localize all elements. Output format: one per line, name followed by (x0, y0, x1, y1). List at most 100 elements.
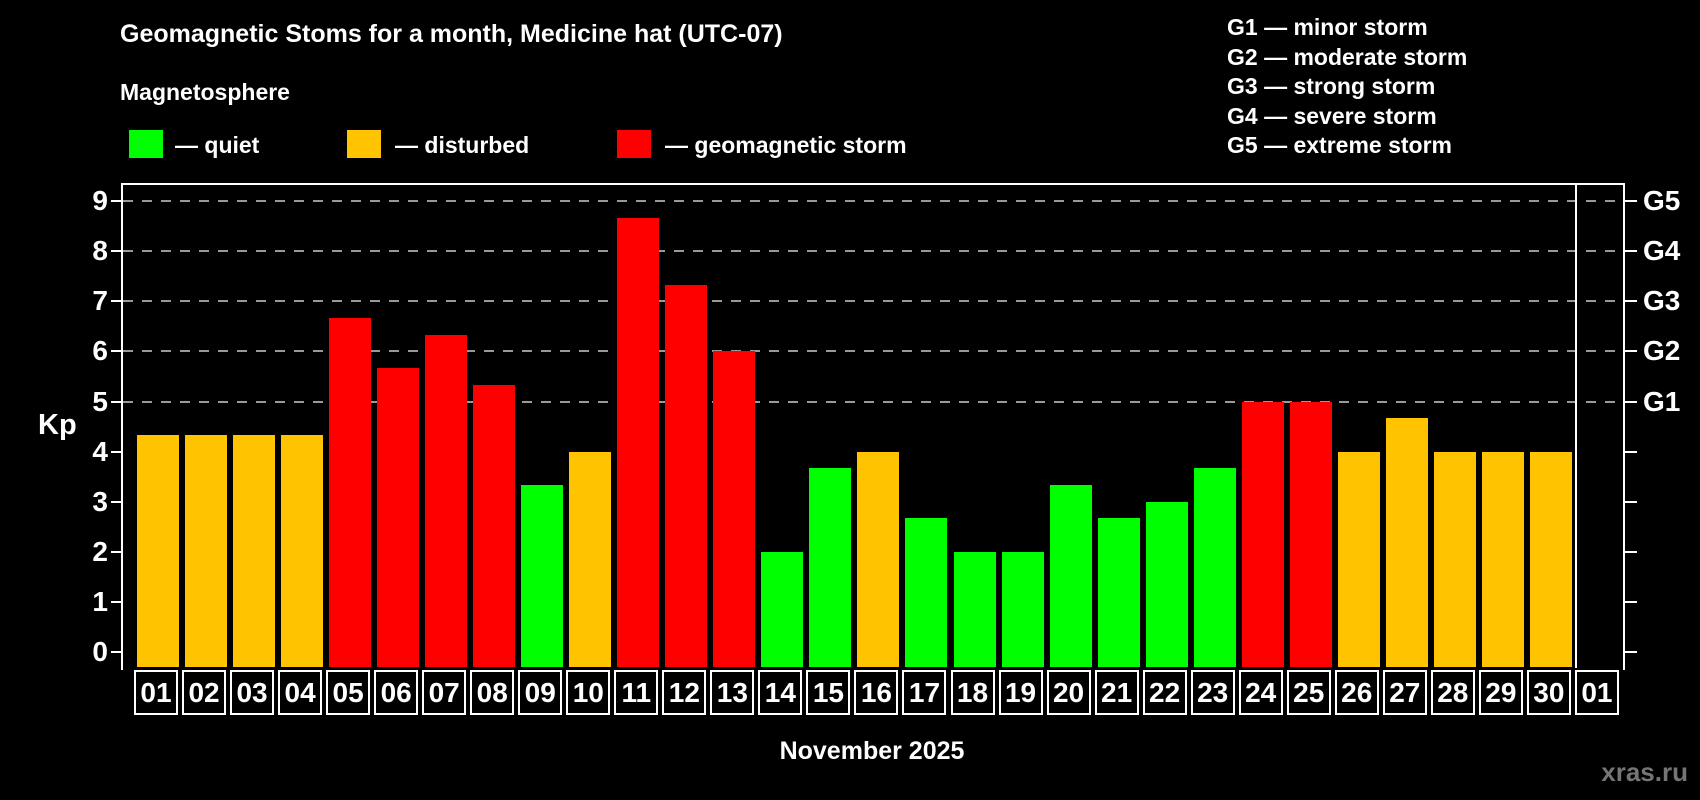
y-axis-tick-right (1625, 400, 1637, 403)
x-axis-day-cell-07: 07 (422, 670, 467, 715)
y-axis-tick-right (1625, 550, 1637, 553)
x-axis-day-cell-28: 28 (1430, 670, 1475, 715)
kp-bar-day-08 (473, 384, 516, 667)
kp-bar-day-12 (665, 284, 708, 667)
y-axis-label-6: 6 (92, 335, 108, 367)
y-axis-tick-left (111, 450, 123, 453)
x-axis-day-cell-17: 17 (902, 670, 947, 715)
kp-bar-day-11 (617, 217, 660, 667)
x-axis-day-cell-29: 29 (1478, 670, 1523, 715)
kp-bar-day-14 (761, 551, 804, 667)
y-axis-label-0: 0 (92, 636, 108, 667)
disturbed-legend-label: — disturbed (395, 132, 530, 158)
x-axis-day-cell-25: 25 (1286, 670, 1331, 715)
g-legend-line-g1: G1 — minor storm (1227, 14, 1428, 40)
y-axis-tick-left (111, 651, 123, 653)
kp-bar-day-20 (1049, 485, 1092, 667)
kp-bar-day-21 (1097, 518, 1140, 667)
x-axis-day-cell-20: 20 (1046, 670, 1091, 715)
kp-bar-day-15 (809, 468, 852, 667)
g-axis-label-g2: G2 (1643, 335, 1681, 367)
kp-bar-day-25 (1289, 401, 1332, 667)
g-axis-label-g3: G3 (1643, 285, 1681, 317)
x-axis-day-cell-26: 26 (1334, 670, 1379, 715)
x-axis-day-cell-05: 05 (326, 670, 371, 715)
g-axis-label-g1: G1 (1643, 385, 1681, 417)
x-axis-day-cell-18: 18 (950, 670, 995, 715)
y-axis-tick-right (1625, 651, 1637, 653)
kp-bar-day-19 (1001, 551, 1044, 667)
y-axis-label-8: 8 (92, 235, 108, 267)
kp-bar-day-23 (1193, 468, 1236, 667)
x-axis-day-cell-06: 06 (374, 670, 419, 715)
chart-title: Geomagnetic Stoms for a month, Medicine … (120, 20, 783, 48)
x-axis-day-cell-08: 08 (470, 670, 515, 715)
y-axis-tick-left (111, 300, 123, 303)
y-axis-tick-left (111, 250, 123, 253)
kp-bar-day-26 (1337, 451, 1380, 667)
g-axis-label-g5: G5 (1643, 185, 1681, 217)
y-axis-tick-right (1625, 350, 1637, 353)
kp-bar-day-18 (953, 551, 996, 667)
x-axis-day-cell-21: 21 (1094, 670, 1139, 715)
y-axis-tick-right (1625, 300, 1637, 303)
x-axis-day-cell-14: 14 (758, 670, 803, 715)
y-axis-tick-right (1625, 500, 1637, 503)
x-axis-day-cell-30: 30 (1526, 670, 1571, 715)
storm-swatch-icon (617, 130, 651, 158)
y-axis-label-5: 5 (92, 385, 108, 417)
y-axis-label-9: 9 (92, 185, 108, 217)
g-legend-line-g2: G2 — moderate storm (1227, 43, 1468, 70)
x-axis-title: November 2025 (779, 737, 965, 765)
x-axis-day-cell-23: 23 (1190, 670, 1235, 715)
kp-bar-day-13 (713, 351, 756, 667)
x-axis-day-cell-04: 04 (278, 670, 323, 715)
kp-bar-day-24 (1241, 401, 1284, 667)
y-axis-label-2: 2 (92, 535, 108, 567)
kp-bar-day-10 (569, 451, 612, 667)
y-axis-tick-left (111, 350, 123, 353)
y-axis-tick-left (111, 200, 123, 203)
x-axis-day-cell-24: 24 (1238, 670, 1283, 715)
x-axis-day-cell-10: 10 (566, 670, 611, 715)
disturbed-swatch-icon (347, 130, 381, 158)
y-axis-tick-right (1625, 450, 1637, 453)
kp-bar-day-16 (857, 451, 900, 667)
x-axis-day-cell-11: 11 (614, 670, 659, 715)
kp-bar-day-29 (1481, 451, 1524, 667)
quiet-swatch-icon (129, 130, 163, 158)
g-scale-legend: G1 — minor storm G2 — moderate storm G3 … (1227, 13, 1467, 161)
y-axis-title: Kp (38, 409, 77, 441)
gridline-kp6 (123, 350, 1623, 353)
x-axis-day-cell-16: 16 (854, 670, 899, 715)
y-axis-tick-right (1625, 600, 1637, 603)
gridline-kp7 (123, 300, 1623, 303)
kp-bar-day-27 (1385, 418, 1428, 667)
kp-bar-day-22 (1145, 501, 1188, 667)
y-axis-label-1: 1 (92, 585, 108, 617)
x-axis-day-cell-19: 19 (998, 670, 1043, 715)
gridline-kp5 (123, 400, 1623, 403)
g-legend-line-g4: G4 — severe storm (1227, 102, 1437, 129)
x-axis-day-cell-01: 01 (134, 670, 179, 715)
y-axis-tick-right (1625, 200, 1637, 203)
month-separator-line (1574, 185, 1577, 668)
x-axis-day-cell-13: 13 (710, 670, 755, 715)
gridline-kp9 (123, 200, 1623, 203)
kp-bar-day-07 (425, 334, 468, 667)
plot-border (121, 183, 1625, 670)
g-legend-line-g3: G3 — strong storm (1227, 73, 1436, 99)
x-axis-day-cell-next-01: 01 (1574, 670, 1619, 715)
y-axis-tick-left (111, 400, 123, 403)
quiet-legend-label: — quiet (175, 132, 260, 158)
x-axis-day-cell-09: 09 (518, 670, 563, 715)
kp-bar-day-03 (233, 435, 276, 667)
y-axis-label-4: 4 (92, 435, 108, 467)
y-axis-tick-left (111, 600, 123, 603)
storm-legend-label: — geomagnetic storm (665, 132, 907, 158)
y-axis-tick-left (111, 550, 123, 553)
watermark: xras.ru (1601, 757, 1688, 787)
kp-bar-day-17 (905, 518, 948, 667)
chart-subtitle: Magnetosphere (120, 79, 290, 105)
